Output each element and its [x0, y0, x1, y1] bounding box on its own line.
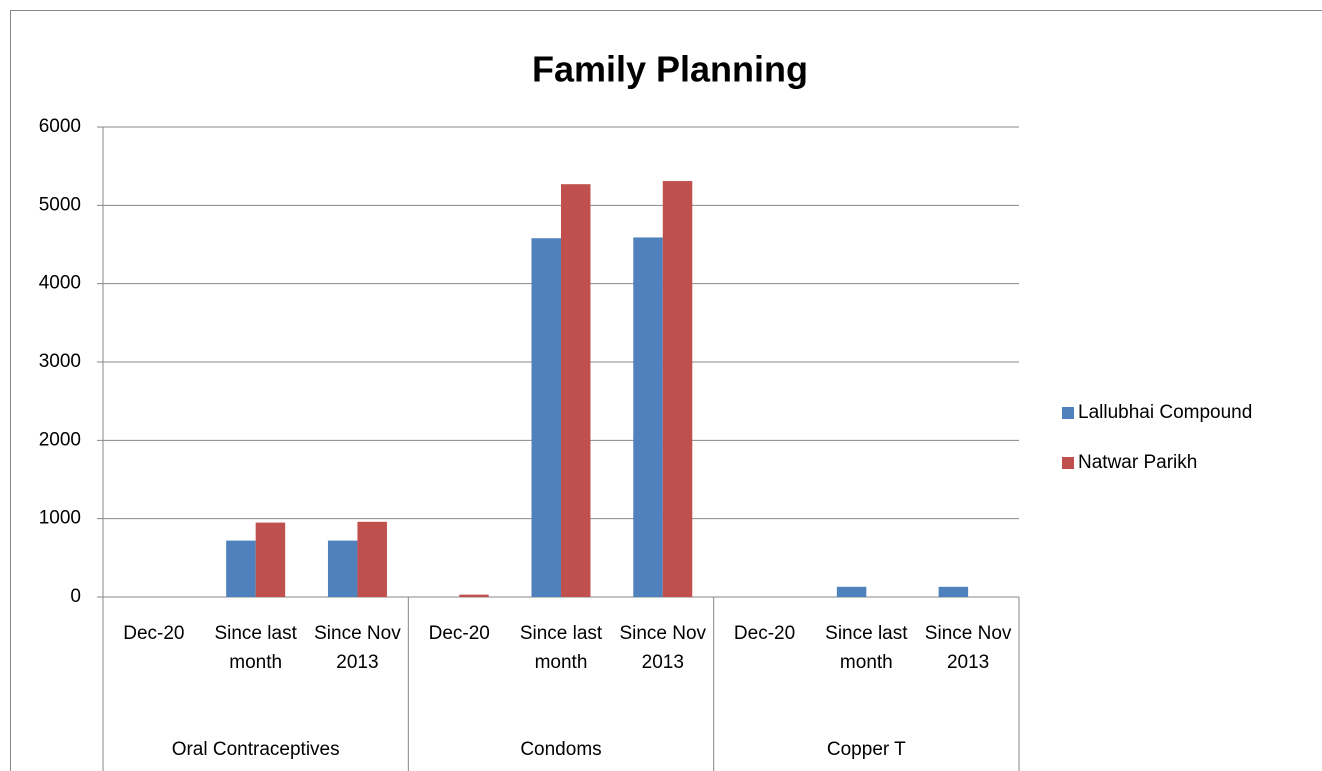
- bar: [633, 237, 663, 597]
- group-label: Condoms: [520, 739, 602, 760]
- y-tick-label: 4000: [39, 273, 81, 294]
- bar: [836, 586, 867, 597]
- x-tick-label: Since last month: [825, 623, 908, 673]
- legend-label: Natwar Parikh: [1078, 452, 1197, 473]
- group-label: Copper T: [826, 739, 906, 760]
- bar: [357, 521, 387, 597]
- bar: [561, 184, 591, 597]
- bar: [226, 540, 256, 597]
- x-tick-label: Since Nov 2013: [619, 623, 707, 673]
- legend-swatch: [1062, 407, 1074, 419]
- bar: [327, 540, 358, 597]
- bar: [255, 522, 286, 597]
- chart-border: [10, 10, 1322, 771]
- y-tick-label: 5000: [39, 194, 81, 215]
- x-tick-label: Since last month: [214, 623, 297, 673]
- x-tick-label: Since Nov 2013: [314, 623, 401, 673]
- y-tick-label: 1000: [39, 508, 81, 529]
- x-tick-label: Dec-20: [428, 623, 490, 644]
- bar: [662, 181, 693, 598]
- y-tick-label: 3000: [39, 351, 81, 372]
- y-tick-label: 2000: [39, 429, 81, 450]
- x-tick-label: Dec-20: [733, 623, 796, 644]
- legend-swatch: [1062, 457, 1074, 469]
- chart-title: Family Planning: [532, 49, 808, 90]
- bar: [938, 586, 969, 597]
- bar: [459, 594, 489, 597]
- group-label: Oral Contraceptives: [171, 739, 340, 760]
- legend-label: Lallubhai Compound: [1078, 402, 1252, 423]
- bar: [531, 238, 561, 597]
- x-tick-label: Dec-20: [123, 623, 185, 644]
- y-tick-label: 6000: [39, 116, 81, 137]
- y-tick-label: 0: [70, 586, 81, 607]
- x-tick-label: Since last month: [519, 623, 603, 673]
- x-tick-label: Since Nov 2013: [924, 623, 1012, 673]
